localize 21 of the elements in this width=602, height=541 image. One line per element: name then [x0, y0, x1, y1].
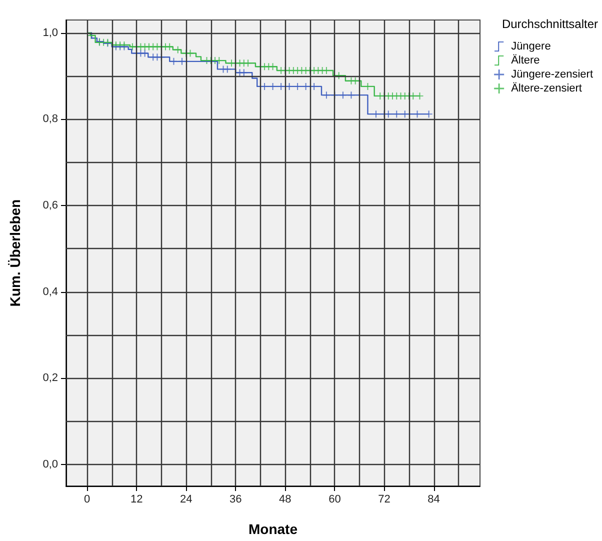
x-tick-label: 0	[84, 494, 90, 506]
x-tick-label: 12	[130, 494, 143, 506]
y-tick-label: 1,0	[42, 26, 58, 39]
x-tick-label: 72	[378, 494, 390, 506]
legend-label: Ältere-zensiert	[511, 82, 582, 94]
x-tick-label: 36	[230, 494, 242, 506]
legend-label: Jüngere	[511, 40, 551, 52]
legend-label: Jüngere-zensiert	[511, 68, 594, 80]
x-tick-label: 24	[180, 494, 192, 506]
y-tick-label: 0,2	[42, 372, 58, 384]
x-tick-label: 84	[428, 494, 440, 506]
y-tick-label: 0,4	[42, 286, 58, 298]
x-tick-label: 60	[328, 494, 341, 506]
x-tick-label: 48	[279, 494, 292, 506]
y-axis-title: Kum. Überleben	[7, 199, 23, 307]
y-tick-label: 0,6	[42, 200, 58, 212]
legend-label: Ältere	[511, 54, 540, 66]
x-axis-title: Monate	[248, 521, 298, 537]
legend-title: Durchschnittsalter	[502, 17, 598, 31]
y-tick-label: 0,8	[42, 113, 58, 126]
y-tick-label: 0,0	[42, 458, 58, 470]
